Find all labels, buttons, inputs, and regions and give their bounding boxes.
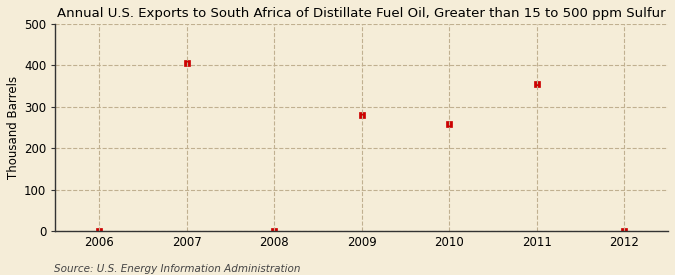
Y-axis label: Thousand Barrels: Thousand Barrels bbox=[7, 76, 20, 179]
Text: Source: U.S. Energy Information Administration: Source: U.S. Energy Information Administ… bbox=[54, 264, 300, 274]
Title: Annual U.S. Exports to South Africa of Distillate Fuel Oil, Greater than 15 to 5: Annual U.S. Exports to South Africa of D… bbox=[57, 7, 666, 20]
